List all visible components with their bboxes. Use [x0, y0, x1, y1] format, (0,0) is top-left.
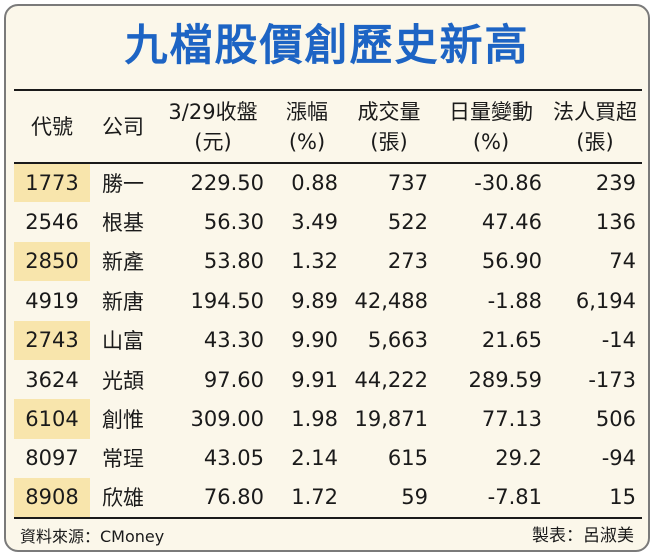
- cell-institutional-net-buy: 15: [548, 478, 642, 519]
- cell-volume-change: -1.88: [487, 288, 542, 313]
- column-header-change: 漲幅 (%): [270, 89, 344, 164]
- cell-institutional-net-buy: -14: [601, 328, 636, 353]
- column-header-code: 代號: [14, 89, 90, 164]
- cell-institutional-net-buy: -94: [601, 446, 636, 471]
- cell-change: 2.14: [291, 446, 338, 471]
- stock-table: 代號 公司 3/29收盤 (元) 漲幅 (%) 成交量 (張) 日量變動 (%) 法人買…: [14, 89, 642, 519]
- cell-close: 97.60: [203, 367, 264, 392]
- cell-volume: 615: [387, 446, 428, 471]
- cell-close: 43.05: [203, 446, 264, 471]
- cell-volume-change: 56.90: [481, 249, 542, 274]
- cell-institutional-net-buy: -173: [588, 367, 636, 392]
- cell-volume: 42,488: [354, 288, 428, 313]
- cell-institutional-net-buy: 6,194: [575, 288, 636, 313]
- cell-close: 309.00: [190, 407, 264, 432]
- cell-close: 229.50: [190, 171, 264, 196]
- table-row: 2546 根基 56.30 3.49 522 47.46 136: [14, 202, 642, 241]
- cell-volume-change: 77.13: [481, 407, 542, 432]
- cell-volume: 522: [387, 210, 428, 235]
- cell-volume: 5,663: [367, 328, 428, 353]
- column-header-institutional-net-buy: 法人買超 (張): [548, 89, 642, 164]
- source-note: 資料來源：CMoney: [20, 527, 165, 546]
- cell-code: 4919: [25, 288, 79, 313]
- cell-code: 8908: [14, 478, 90, 519]
- cell-institutional-net-buy: 74: [609, 249, 636, 274]
- column-header-volume: 成交量 (張): [344, 89, 434, 164]
- cell-company: 創惟: [102, 408, 144, 433]
- cell-change: 9.91: [291, 367, 338, 392]
- cell-volume-change: 29.2: [495, 446, 542, 471]
- cell-volume-change: -30.86: [474, 171, 542, 196]
- cell-volume: 737: [387, 171, 428, 196]
- table-row: 8908 欣雄 76.80 1.72 59 -7.81 15: [14, 478, 642, 519]
- cell-volume: 273: [387, 249, 428, 274]
- column-header-volume-change: 日量變動 (%): [434, 89, 548, 164]
- cell-company: 光頡: [102, 368, 144, 393]
- cell-company: 常珵: [102, 447, 144, 472]
- cell-company: 山富: [102, 329, 144, 354]
- cell-change: 3.49: [291, 210, 338, 235]
- cell-change: 0.88: [291, 171, 338, 196]
- cell-institutional-net-buy: 136: [595, 210, 636, 235]
- cell-volume-change: -7.81: [434, 478, 548, 519]
- cell-code: 2850: [14, 241, 90, 282]
- table-row: 6104 創惟 309.00 1.98 19,871 77.13 506: [14, 399, 642, 439]
- table-row: 1773 勝一 229.50 0.88 737 -30.86 239: [14, 163, 642, 203]
- cell-change: 1.32: [291, 249, 338, 274]
- cell-change: 9.90: [291, 328, 338, 353]
- column-header-close: 3/29收盤 (元): [156, 89, 270, 164]
- cell-change: 9.89: [291, 288, 338, 313]
- table-row: 2743 山富 43.30 9.90 5,663 21.65 -14: [14, 320, 642, 360]
- table-row: 8097 常珵 43.05 2.14 615 29.2 -94: [14, 439, 642, 478]
- cell-institutional-net-buy: 239: [595, 171, 636, 196]
- cell-close: 56.30: [203, 210, 264, 235]
- column-header-company: 公司: [90, 89, 156, 164]
- cell-code: 8097: [25, 446, 79, 471]
- cell-volume: 44,222: [354, 367, 428, 392]
- table-row: 4919 新唐 194.50 9.89 42,488 -1.88 6,194: [14, 281, 642, 320]
- cell-volume: 59: [344, 478, 434, 519]
- page-title: 九檔股價創歷史新高: [124, 21, 530, 71]
- cell-volume: 19,871: [354, 407, 428, 432]
- cell-code: 2743: [14, 320, 90, 360]
- table-card: 九檔股價創歷史新高 代號 公司 3/29收盤 (元) 漲幅 (%) 成交量 (張) 日…: [4, 4, 650, 552]
- cell-change: 1.98: [291, 407, 338, 432]
- cell-volume-change: 47.46: [481, 210, 542, 235]
- table-row: 2850 新產 53.80 1.32 273 56.90 74: [14, 241, 642, 282]
- cell-company: 新唐: [102, 289, 144, 314]
- cell-change: 1.72: [270, 478, 344, 519]
- cell-company: 根基: [102, 211, 144, 236]
- cell-company: 勝一: [102, 172, 144, 197]
- cell-volume-change: 289.59: [468, 367, 542, 392]
- cell-code: 2546: [25, 210, 79, 235]
- table-row: 3624 光頡 97.60 9.91 44,222 289.59 -173: [14, 360, 642, 399]
- author-note: 製表：呂淑美: [532, 526, 634, 546]
- cell-institutional-net-buy: 506: [595, 407, 636, 432]
- cell-close: 43.30: [203, 328, 264, 353]
- cell-close: 53.80: [203, 249, 264, 274]
- cell-code: 6104: [14, 399, 90, 439]
- cell-company: 新產: [102, 250, 144, 275]
- cell-volume-change: 21.65: [481, 328, 542, 353]
- cell-company: 欣雄: [90, 478, 156, 519]
- header-row: 代號 公司 3/29收盤 (元) 漲幅 (%) 成交量 (張) 日量變動 (%) 法人買…: [14, 89, 642, 164]
- cell-close: 194.50: [190, 288, 264, 313]
- cell-close: 76.80: [156, 478, 270, 519]
- cell-code: 1773: [14, 163, 90, 203]
- cell-code: 3624: [25, 367, 79, 392]
